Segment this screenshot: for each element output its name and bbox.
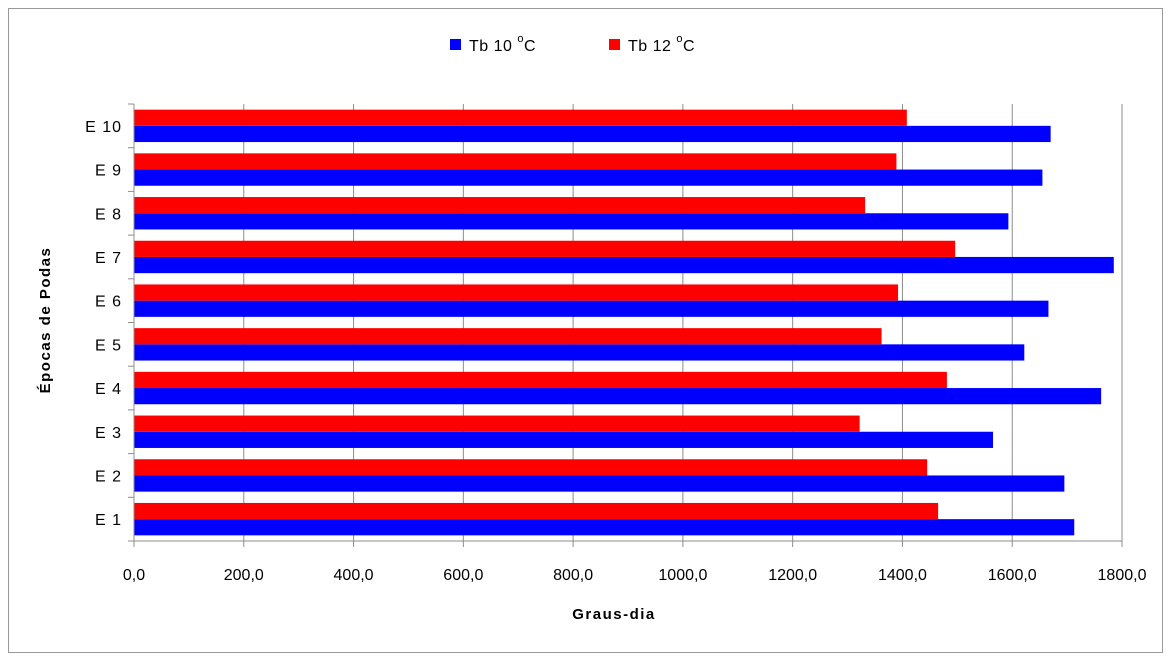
bar-tb12-e9 (134, 153, 897, 170)
legend-swatch-tb12 (609, 39, 620, 50)
y-category-label: E 4 (95, 381, 122, 398)
y-category-label: E 6 (95, 294, 122, 311)
bar-tb12-e6 (134, 284, 899, 301)
bar-tb12-e2 (134, 459, 928, 476)
x-tick-label: 0,0 (123, 567, 145, 584)
bar-tb10-e4 (134, 388, 1102, 405)
bar-tb10-e3 (134, 431, 994, 448)
y-category-label: E 2 (95, 468, 122, 485)
x-tick-label: 800,0 (553, 567, 593, 584)
y-category-label: E 10 (85, 119, 122, 136)
bar-tb12-e3 (134, 415, 860, 432)
legend-label-tb10: Tb 10 oC (469, 33, 536, 55)
bar-tb10-e8 (134, 213, 1009, 230)
bar-tb12-e10 (134, 109, 907, 126)
bar-tb12-e5 (134, 328, 882, 345)
x-tick-labels: 0,0 200,0 400,0 600,0 800,0 1000,0 1200,0 1400,… (123, 567, 1147, 584)
x-tick-label: 200,0 (224, 567, 264, 584)
y-category-labels: E 1 E 2 E 3 E 4 E 5 E 6 E 7 E 8 E 9 E 10 (85, 119, 122, 529)
bars (134, 109, 1114, 536)
bar-tb10-e2 (134, 475, 1065, 492)
y-category-label: E 3 (95, 425, 122, 442)
x-tick-label: 1400,0 (878, 567, 927, 584)
legend-swatch-tb10 (450, 39, 461, 50)
bar-tb10-e9 (134, 169, 1043, 186)
y-category-label: E 8 (95, 206, 122, 223)
bar-tb10-e5 (134, 344, 1025, 361)
legend: Tb 10 oC Tb 12 oC (450, 33, 695, 55)
x-axis-title: Graus-dia (572, 606, 656, 623)
x-tick-label: 1600,0 (988, 567, 1037, 584)
x-tick-label: 600,0 (443, 567, 483, 584)
bar-tb10-e10 (134, 125, 1051, 143)
legend-label-tb12: Tb 12 oC (628, 33, 695, 55)
y-category-label: E 9 (95, 163, 122, 180)
bar-tb12-e4 (134, 371, 947, 389)
y-category-label: E 5 (95, 337, 122, 354)
x-tick-label: 400,0 (334, 567, 374, 584)
y-category-label: E 1 (95, 512, 122, 529)
y-category-label: E 7 (95, 250, 122, 267)
bar-tb12-e1 (134, 502, 939, 520)
y-axis-title: Épocas de Podas (37, 247, 54, 394)
x-tick-label: 1000,0 (658, 567, 707, 584)
bar-tb12-e8 (134, 197, 866, 214)
bar-tb10-e6 (134, 300, 1049, 317)
axes (128, 103, 1123, 547)
x-tick-label: 1800,0 (1098, 567, 1147, 584)
bar-tb10-e7 (134, 256, 1114, 274)
bar-tb10-e1 (134, 519, 1075, 536)
x-tick-label: 1200,0 (768, 567, 817, 584)
bar-tb12-e7 (134, 240, 956, 257)
